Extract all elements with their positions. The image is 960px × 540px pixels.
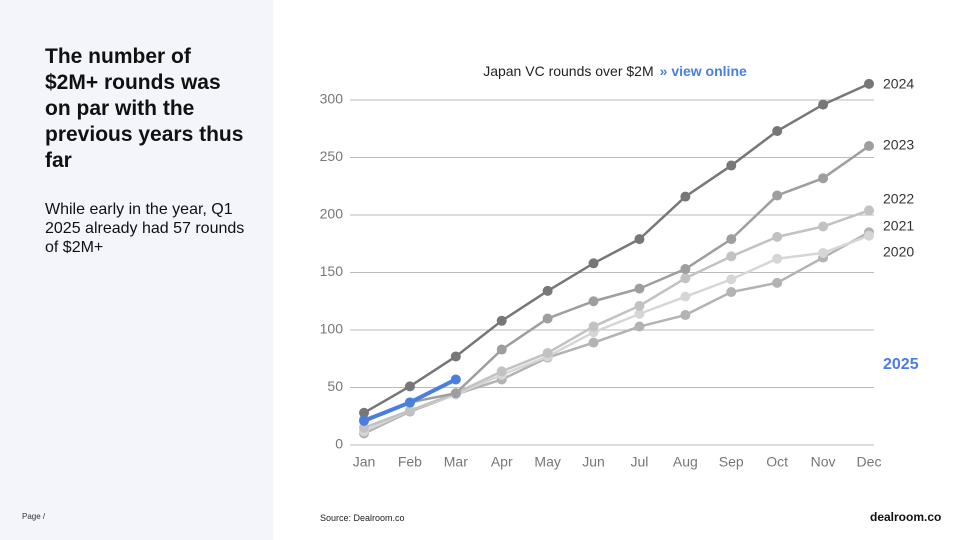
series-line [363, 82, 870, 414]
data-point [450, 351, 461, 362]
y-tick-label: 200 [320, 206, 344, 222]
series-label: 2025 [883, 356, 919, 373]
x-tick-label: May [534, 454, 560, 470]
data-point [496, 366, 507, 377]
data-point [634, 234, 645, 245]
data-point [542, 348, 553, 358]
data-point [864, 78, 874, 89]
series-line [363, 144, 870, 421]
data-point [404, 381, 415, 392]
y-tick-label: 150 [320, 263, 344, 279]
x-tick-label: Nov [811, 454, 836, 470]
data-point [818, 221, 829, 232]
y-tick-label: 0 [335, 436, 343, 452]
series-label: 2021 [883, 218, 914, 234]
data-point [864, 141, 874, 151]
data-point [542, 313, 553, 324]
data-point [634, 308, 645, 319]
x-tick-label: Jun [582, 454, 605, 470]
data-point [772, 190, 783, 201]
data-point [680, 264, 691, 275]
x-tick-label: Jul [631, 454, 649, 470]
x-tick-label: Feb [398, 454, 422, 470]
y-tick-label: 100 [320, 321, 344, 337]
x-tick-label: Oct [766, 454, 788, 470]
series-label: 2022 [883, 191, 914, 207]
data-point [634, 321, 645, 332]
data-point [818, 173, 829, 184]
data-point [726, 160, 737, 171]
y-tick-label: 50 [327, 378, 343, 394]
data-point [634, 300, 645, 311]
data-point [818, 99, 829, 110]
source: Source: Dealroom.co [320, 513, 405, 523]
subtext: While early in the year, Q1 2025 already… [45, 201, 245, 256]
series-label: 2024 [883, 76, 914, 92]
data-point [818, 247, 829, 258]
y-tick-label: 250 [320, 148, 344, 164]
data-point [772, 277, 783, 288]
series-line [363, 231, 870, 435]
data-point [772, 231, 783, 242]
chart-title-row: Japan VC rounds over $2M » view online [390, 63, 840, 79]
data-point [450, 374, 461, 385]
data-point [450, 388, 461, 399]
data-point [542, 285, 553, 296]
data-point [726, 251, 737, 262]
x-tick-label: Aug [673, 454, 698, 470]
data-point [588, 296, 599, 307]
x-tick-label: Dec [857, 454, 882, 470]
data-point [726, 287, 737, 298]
data-point [588, 258, 599, 269]
x-tick-label: Sep [719, 454, 744, 470]
data-point [680, 191, 691, 202]
data-point [634, 283, 645, 294]
data-point [404, 405, 415, 416]
data-point [404, 397, 415, 408]
side-panel: The number of $2M+ rounds was on par wit… [0, 0, 273, 540]
brand: dealroom.co [870, 510, 942, 524]
x-tick-label: Jan [353, 454, 376, 470]
data-point [588, 337, 599, 348]
data-point [359, 407, 369, 418]
headline: The number of $2M+ rounds was on par wit… [45, 45, 244, 172]
page-label: Page / [22, 512, 46, 521]
data-point [772, 253, 783, 264]
data-point [680, 310, 691, 321]
data-point [496, 315, 507, 326]
x-tick-label: Mar [444, 454, 468, 470]
series-label: 2020 [883, 244, 914, 260]
data-point [680, 291, 691, 302]
y-tick-label: 300 [320, 91, 344, 107]
chart-title: Japan VC rounds over $2M [483, 63, 654, 79]
view-online-link[interactable]: » view online [659, 63, 747, 79]
x-tick-label: Apr [491, 454, 513, 470]
series-line [363, 209, 870, 429]
data-point [359, 415, 369, 426]
data-point [588, 321, 599, 332]
data-point [864, 205, 874, 216]
data-point [359, 422, 369, 433]
series-label: 2023 [883, 137, 914, 153]
data-point [680, 273, 691, 284]
data-point [772, 126, 783, 137]
data-point [496, 344, 507, 355]
data-point [864, 230, 874, 241]
data-point [726, 234, 737, 245]
data-point [726, 274, 737, 285]
